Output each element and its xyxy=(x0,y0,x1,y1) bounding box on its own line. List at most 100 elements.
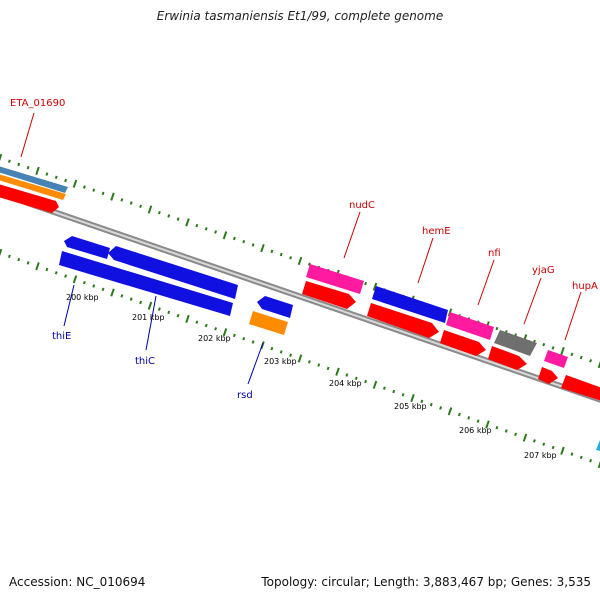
cds-feature[interactable] xyxy=(440,330,486,356)
label-leaders xyxy=(20,112,582,385)
minor-tick xyxy=(167,310,171,315)
minor-tick xyxy=(26,261,30,265)
major-tick xyxy=(335,367,340,376)
cds-feature[interactable] xyxy=(494,330,537,356)
minor-tick xyxy=(195,320,199,324)
major-tick xyxy=(222,328,228,337)
cds-feature[interactable] xyxy=(596,437,600,452)
minor-tick xyxy=(364,379,368,384)
minor-tick xyxy=(120,294,124,298)
minor-tick xyxy=(64,178,68,183)
cds-feature[interactable] xyxy=(544,350,568,368)
minor-tick xyxy=(82,185,86,189)
cds-feature[interactable] xyxy=(0,183,59,213)
kbp-labels: 200 kbp 201 kbp 202 kbp 203 kbp 204 kbp … xyxy=(66,293,557,460)
cds-feature[interactable] xyxy=(0,165,68,193)
cds-feature[interactable] xyxy=(561,375,600,402)
gene-label[interactable]: yjaG xyxy=(532,265,555,276)
forward-strand-features xyxy=(0,165,600,402)
minor-tick xyxy=(364,281,368,286)
minor-tick xyxy=(467,416,471,420)
minor-tick xyxy=(429,402,433,407)
minor-tick xyxy=(551,346,555,350)
minor-tick xyxy=(7,254,11,259)
minor-tick xyxy=(129,201,133,205)
major-tick xyxy=(297,354,303,363)
minor-tick xyxy=(167,214,171,218)
minor-tick xyxy=(270,346,274,351)
major-tick xyxy=(35,166,40,176)
minor-tick xyxy=(17,257,21,262)
minor-tick xyxy=(289,256,293,260)
minor-tick xyxy=(392,389,396,394)
minor-tick xyxy=(232,333,236,338)
minor-tick xyxy=(101,287,105,292)
minor-tick xyxy=(7,159,11,163)
minor-tick xyxy=(232,236,236,241)
minor-tick xyxy=(120,198,124,202)
major-tick xyxy=(185,314,190,324)
kbp-label: 203 kbp xyxy=(264,357,297,366)
minor-tick xyxy=(92,188,96,192)
cds-feature[interactable] xyxy=(538,367,558,384)
minor-tick xyxy=(54,271,58,275)
minor-tick xyxy=(251,243,255,247)
minor-tick xyxy=(382,386,386,390)
cds-feature[interactable] xyxy=(249,311,288,335)
cds-feature[interactable] xyxy=(306,264,364,294)
major-tick xyxy=(260,243,265,253)
cds-feature[interactable] xyxy=(257,296,293,318)
cds-feature[interactable] xyxy=(446,312,494,340)
cds-feature[interactable] xyxy=(302,281,356,309)
cds-feature[interactable] xyxy=(64,236,110,259)
cds-feature[interactable] xyxy=(372,286,448,323)
minor-tick xyxy=(45,267,49,272)
major-tick xyxy=(560,446,565,455)
minor-tick xyxy=(504,429,508,433)
minor-tick xyxy=(204,323,208,328)
minor-tick xyxy=(17,162,21,167)
gene-label[interactable]: rsd xyxy=(237,390,253,401)
kbp-label: 200 kbp xyxy=(66,293,99,302)
minor-tick xyxy=(589,359,593,363)
minor-tick xyxy=(307,262,311,266)
gene-label[interactable]: ETA_01690 xyxy=(10,98,65,109)
minor-tick xyxy=(82,280,86,285)
minor-tick xyxy=(457,412,461,417)
minor-tick xyxy=(92,284,96,288)
minor-tick xyxy=(589,458,593,463)
gene-label[interactable]: nudC xyxy=(349,200,375,211)
genome-stats-label: Topology: circular; Length: 3,883,467 bp… xyxy=(261,575,591,589)
cds-feature[interactable] xyxy=(367,303,439,338)
minor-tick xyxy=(139,300,143,305)
minor-tick xyxy=(570,352,574,357)
reverse-gene-labels: thiE thiC rsd xyxy=(52,331,253,401)
cds-feature[interactable] xyxy=(488,346,527,370)
major-tick xyxy=(110,192,115,201)
minor-tick xyxy=(326,366,330,371)
accession-label: Accession: NC_010694 xyxy=(9,575,146,589)
minor-tick xyxy=(532,439,536,443)
major-tick xyxy=(597,360,600,369)
minor-tick xyxy=(307,360,311,364)
major-tick xyxy=(372,282,378,291)
cds-feature[interactable] xyxy=(0,173,66,200)
reverse-strand-features xyxy=(59,236,600,452)
major-tick xyxy=(72,179,78,188)
gene-label[interactable]: thiC xyxy=(135,356,155,367)
major-tick xyxy=(560,346,565,356)
minor-tick xyxy=(129,297,133,301)
gene-label[interactable]: hemE xyxy=(422,226,451,237)
gene-label[interactable]: hupA xyxy=(572,281,598,292)
gene-label[interactable]: nfi xyxy=(488,248,501,259)
major-tick xyxy=(72,275,78,284)
kbp-label: 205 kbp xyxy=(394,402,427,411)
cds-feature[interactable] xyxy=(108,246,238,299)
cds-feature[interactable] xyxy=(59,251,233,316)
minor-tick xyxy=(420,399,424,404)
minor-tick xyxy=(279,252,283,257)
minor-tick xyxy=(401,393,405,397)
gene-label[interactable]: thiE xyxy=(52,331,71,342)
minor-tick xyxy=(514,432,518,437)
minor-tick xyxy=(317,363,321,367)
